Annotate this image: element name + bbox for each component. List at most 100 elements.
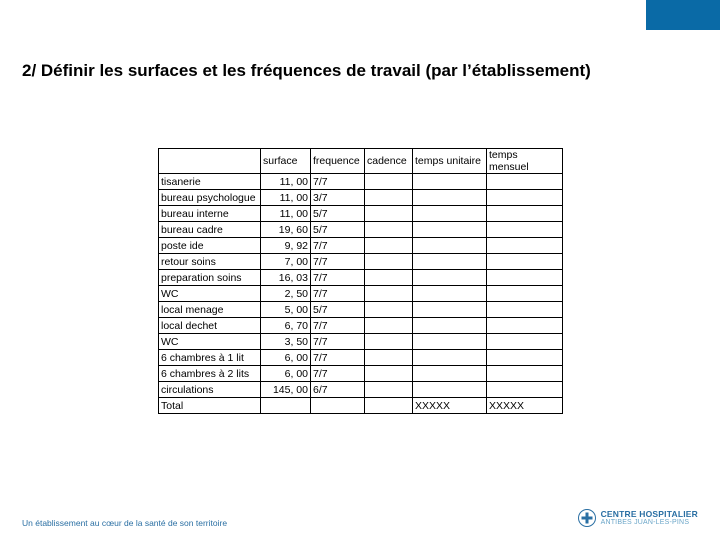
cell-mensuel	[487, 334, 563, 350]
cell-unitaire	[413, 174, 487, 190]
cell-surface: 6, 70	[261, 318, 311, 334]
cell-label: 6 chambres à 1 lit	[159, 350, 261, 366]
cell-frequence: 5/7	[311, 206, 365, 222]
accent-corner	[646, 0, 720, 30]
cell-mensuel	[487, 222, 563, 238]
page-title: 2/ Définir les surfaces et les fréquence…	[22, 60, 672, 83]
table-row: 6 chambres à 1 lit6, 007/7	[159, 350, 563, 366]
col-surface: surface	[261, 149, 311, 174]
cell-surface: 11, 00	[261, 174, 311, 190]
cell-cadence	[365, 238, 413, 254]
cell-mensuel	[487, 190, 563, 206]
cell-surface: 6, 00	[261, 350, 311, 366]
cell-unitaire: XXXXX	[413, 398, 487, 414]
cell-frequence: 5/7	[311, 222, 365, 238]
logo-line-2: ANTIBES JUAN-LES-PINS	[601, 519, 698, 526]
cell-cadence	[365, 302, 413, 318]
cell-frequence: 7/7	[311, 366, 365, 382]
cell-surface: 11, 00	[261, 206, 311, 222]
cell-mensuel	[487, 238, 563, 254]
cell-surface: 16, 03	[261, 270, 311, 286]
cell-mensuel	[487, 350, 563, 366]
cell-mensuel	[487, 302, 563, 318]
cell-frequence: 6/7	[311, 382, 365, 398]
cell-unitaire	[413, 206, 487, 222]
cell-surface: 5, 00	[261, 302, 311, 318]
cell-unitaire	[413, 270, 487, 286]
cell-unitaire	[413, 318, 487, 334]
col-label	[159, 149, 261, 174]
table-row: bureau interne11, 005/7	[159, 206, 563, 222]
cell-frequence: 7/7	[311, 350, 365, 366]
cell-label: bureau cadre	[159, 222, 261, 238]
cell-surface: 9, 92	[261, 238, 311, 254]
cell-label: circulations	[159, 382, 261, 398]
cell-unitaire	[413, 334, 487, 350]
cell-label: WC	[159, 286, 261, 302]
cell-label: WC	[159, 334, 261, 350]
cell-frequence: 3/7	[311, 190, 365, 206]
slide: 2/ Définir les surfaces et les fréquence…	[0, 0, 720, 540]
col-frequence: frequence	[311, 149, 365, 174]
table-row: local dechet6, 707/7	[159, 318, 563, 334]
cell-unitaire	[413, 222, 487, 238]
footer-logo: CENTRE HOSPITALIER ANTIBES JUAN-LES-PINS	[577, 508, 698, 528]
col-cadence: cadence	[365, 149, 413, 174]
cell-label: 6 chambres à 2 lits	[159, 366, 261, 382]
cell-frequence: 7/7	[311, 270, 365, 286]
cell-unitaire	[413, 238, 487, 254]
cell-mensuel	[487, 206, 563, 222]
cell-label: poste ide	[159, 238, 261, 254]
surfaces-table: surface frequence cadence temps unitaire…	[158, 148, 563, 414]
cell-mensuel	[487, 382, 563, 398]
cell-label: local menage	[159, 302, 261, 318]
cell-frequence: 7/7	[311, 334, 365, 350]
cell-cadence	[365, 350, 413, 366]
cell-cadence	[365, 222, 413, 238]
cell-mensuel: XXXXX	[487, 398, 563, 414]
table-row: WC2, 507/7	[159, 286, 563, 302]
cell-unitaire	[413, 302, 487, 318]
cell-mensuel	[487, 366, 563, 382]
cell-unitaire	[413, 382, 487, 398]
table-row: retour soins7, 007/7	[159, 254, 563, 270]
cell-label: bureau interne	[159, 206, 261, 222]
cell-mensuel	[487, 174, 563, 190]
cell-frequence: 7/7	[311, 254, 365, 270]
cell-label: preparation soins	[159, 270, 261, 286]
cell-cadence	[365, 382, 413, 398]
cell-label: Total	[159, 398, 261, 414]
table-row: 6 chambres à 2 lits6, 007/7	[159, 366, 563, 382]
table-row: WC3, 507/7	[159, 334, 563, 350]
cell-unitaire	[413, 190, 487, 206]
cell-frequence: 7/7	[311, 174, 365, 190]
cell-label: retour soins	[159, 254, 261, 270]
cell-mensuel	[487, 254, 563, 270]
cell-surface: 2, 50	[261, 286, 311, 302]
cell-frequence: 7/7	[311, 238, 365, 254]
cell-cadence	[365, 398, 413, 414]
footer-logo-text: CENTRE HOSPITALIER ANTIBES JUAN-LES-PINS	[601, 510, 698, 526]
cell-cadence	[365, 334, 413, 350]
table-row: Total XXXXXXXXXX	[159, 398, 563, 414]
cell-surface: 11, 00	[261, 190, 311, 206]
table-row: local menage5, 005/7	[159, 302, 563, 318]
cell-cadence	[365, 286, 413, 302]
cell-cadence	[365, 366, 413, 382]
cell-surface: 6, 00	[261, 366, 311, 382]
cell-frequence	[311, 398, 365, 414]
cell-surface: 7, 00	[261, 254, 311, 270]
cell-cadence	[365, 318, 413, 334]
cell-mensuel	[487, 318, 563, 334]
footer-tagline: Un établissement au cœur de la santé de …	[22, 518, 227, 528]
table-row: tisanerie11, 007/7	[159, 174, 563, 190]
cell-surface: 3, 50	[261, 334, 311, 350]
table-row: preparation soins16, 037/7	[159, 270, 563, 286]
cell-unitaire	[413, 350, 487, 366]
cell-mensuel	[487, 270, 563, 286]
cell-unitaire	[413, 286, 487, 302]
cell-cadence	[365, 254, 413, 270]
table-row: bureau psychologue11, 003/7	[159, 190, 563, 206]
cell-surface: 145, 00	[261, 382, 311, 398]
cell-cadence	[365, 206, 413, 222]
